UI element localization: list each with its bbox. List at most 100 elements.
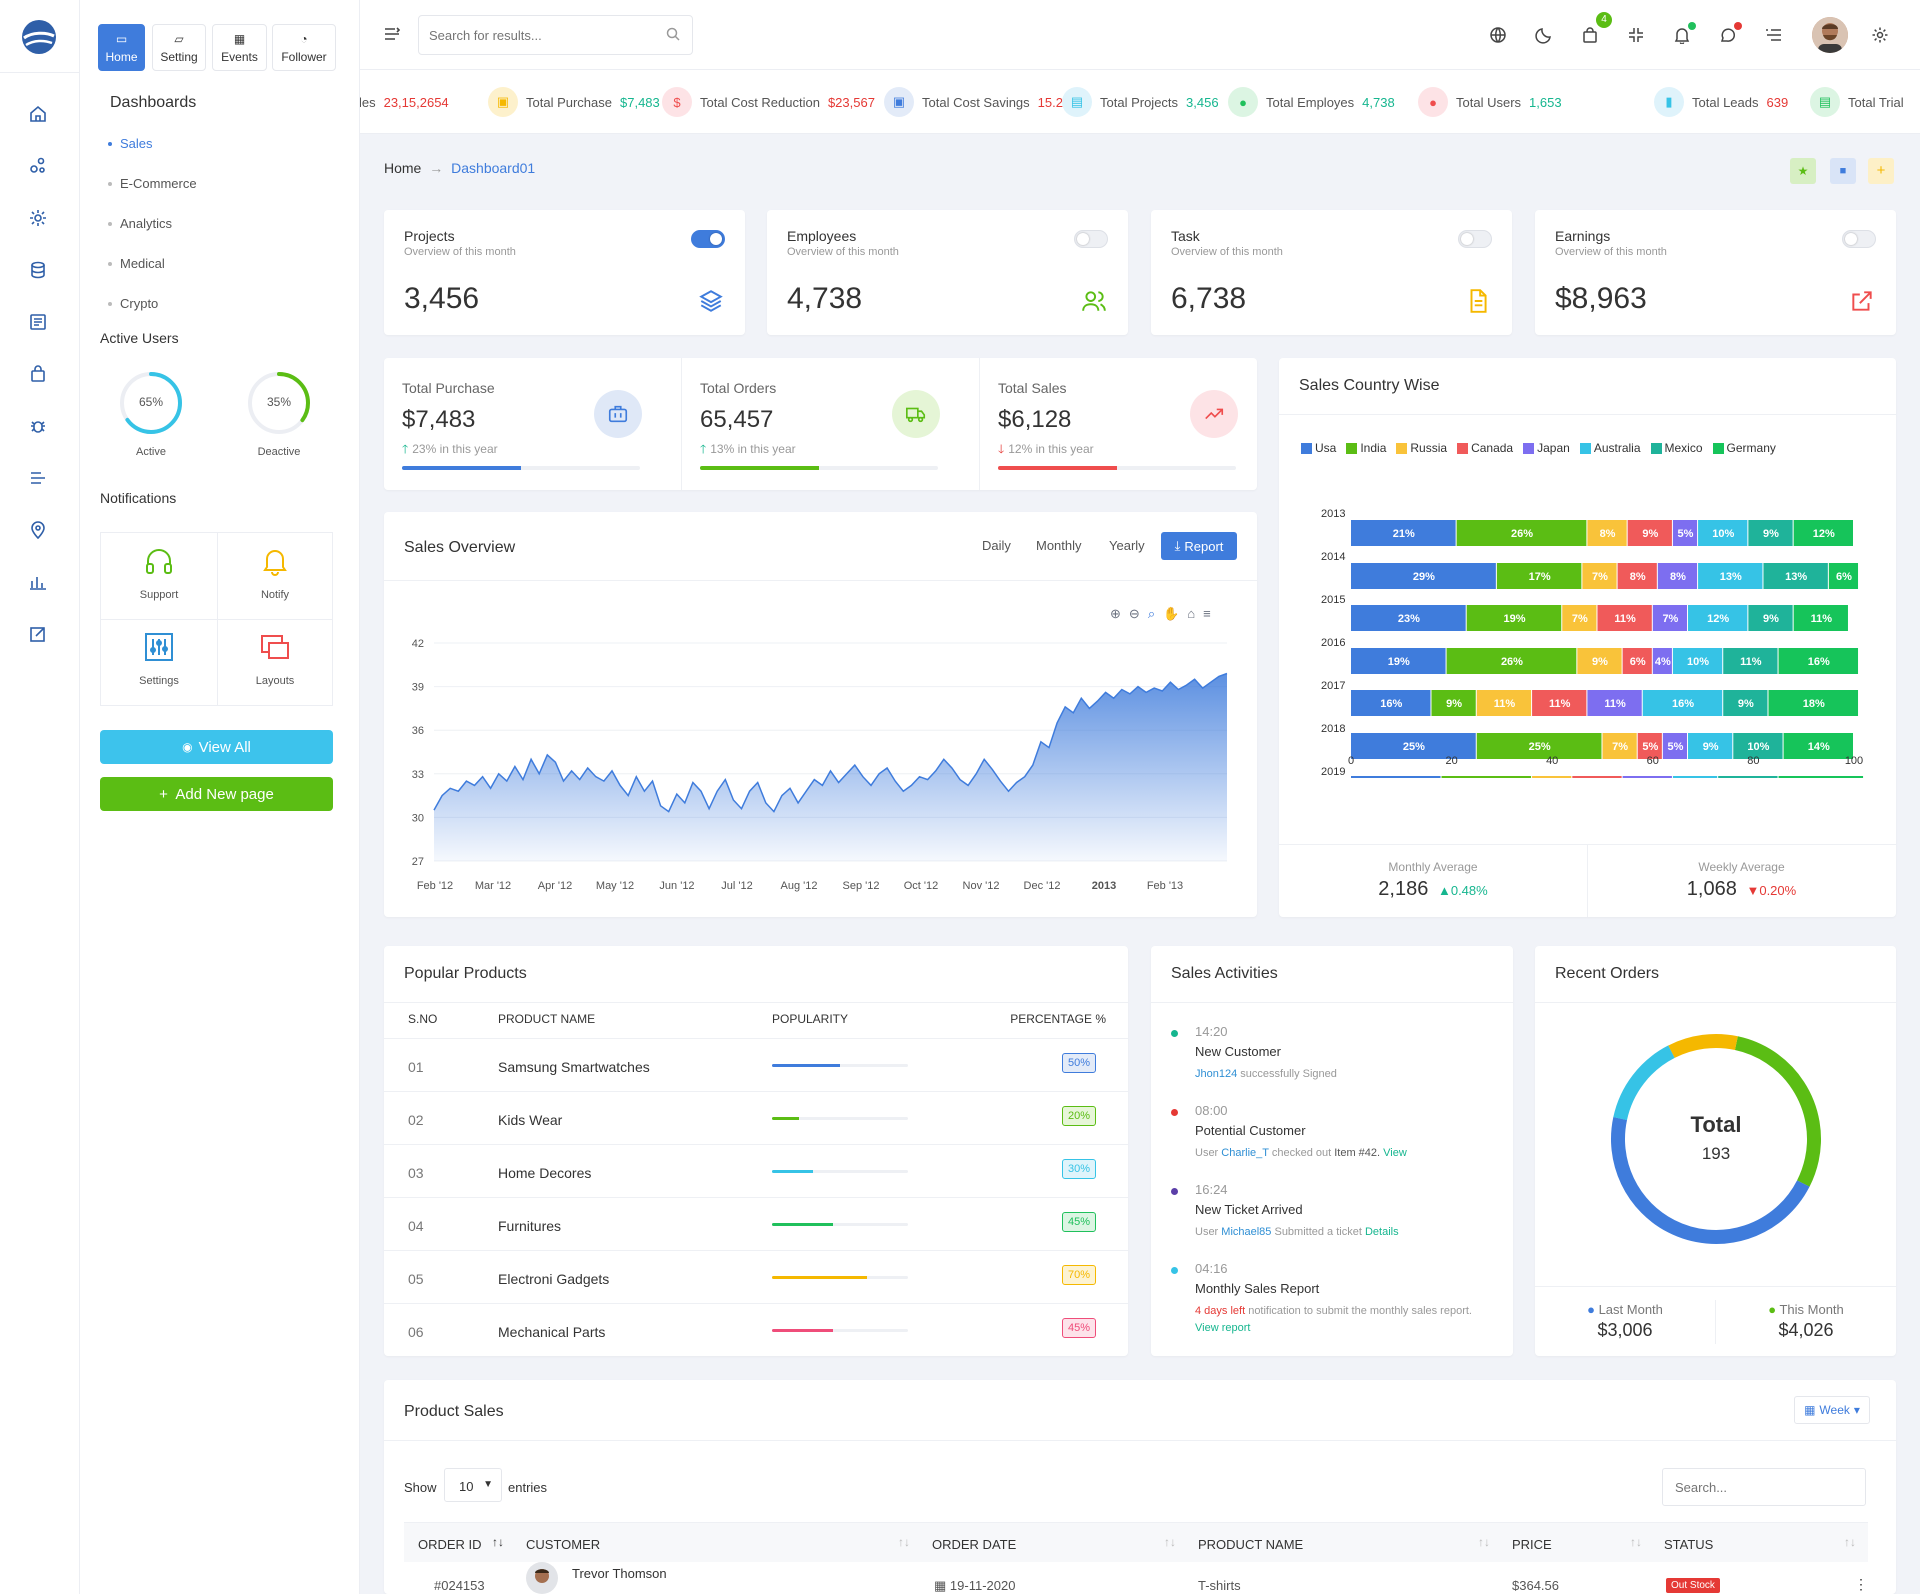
sidebar-item-ecommerce[interactable]: E-Commerce: [108, 176, 197, 191]
bar-segment[interactable]: [1587, 690, 1642, 716]
bar-segment[interactable]: [1562, 605, 1597, 631]
th-customer[interactable]: CUSTOMER: [526, 1537, 601, 1552]
zoom-in-icon[interactable]: ⊕: [1110, 606, 1121, 621]
th-order-id[interactable]: ORDER ID: [418, 1537, 482, 1552]
bar-segment[interactable]: [1456, 520, 1587, 546]
bar-segment[interactable]: [1351, 776, 1441, 778]
message-icon[interactable]: [1716, 23, 1740, 47]
bar-segment[interactable]: [1577, 648, 1622, 674]
bar-segment[interactable]: [1431, 690, 1476, 716]
bar-segment[interactable]: [1476, 733, 1602, 759]
activity-text[interactable]: Details: [1364, 1226, 1399, 1238]
th-status[interactable]: STATUS: [1664, 1537, 1714, 1552]
legend-item[interactable]: Usa: [1301, 441, 1336, 455]
bar-segment[interactable]: [1828, 563, 1859, 589]
period-monthly[interactable]: Monthly: [1036, 538, 1082, 553]
bag-icon[interactable]: [28, 364, 52, 388]
bell-icon[interactable]: [1670, 23, 1694, 47]
table-row[interactable]: 01 Samsung Smartwatches 50%: [384, 1038, 1128, 1091]
globe-icon[interactable]: [1486, 23, 1510, 47]
stat-toggle[interactable]: [691, 230, 725, 248]
avatar[interactable]: [1812, 17, 1848, 53]
bar-segment[interactable]: [1748, 520, 1793, 546]
lock-button[interactable]: ■: [1830, 158, 1856, 184]
report-button[interactable]: ⤓ Report: [1161, 532, 1237, 560]
database-icon[interactable]: [28, 260, 52, 284]
star-button[interactable]: ★: [1790, 158, 1816, 184]
bar-segment[interactable]: [1622, 648, 1652, 674]
bar-segment[interactable]: [1652, 605, 1688, 631]
breadcrumb-home[interactable]: Home: [384, 160, 422, 176]
table-row[interactable]: 05 Electroni Gadgets 70%: [384, 1250, 1128, 1303]
bar-segment[interactable]: [1351, 605, 1466, 631]
donut-segment[interactable]: [1605, 1028, 1827, 1250]
tab-events[interactable]: ▦ Events: [212, 24, 267, 71]
table-row[interactable]: #024153 Trevor Thomson ▦ 19-11-2020 T-sh…: [404, 1562, 1868, 1594]
view-all-button[interactable]: ◉ View All: [100, 730, 333, 764]
period-yearly[interactable]: Yearly: [1109, 538, 1145, 553]
bar-segment[interactable]: [1698, 520, 1748, 546]
legend-item[interactable]: Australia: [1579, 441, 1641, 455]
donut-segment[interactable]: [1605, 1028, 1827, 1250]
bar-segment[interactable]: [1351, 648, 1446, 674]
bar-segment[interactable]: [1602, 733, 1637, 759]
search-input[interactable]: [429, 25, 649, 45]
notif-layouts[interactable]: Layouts: [217, 619, 333, 705]
bar-segment[interactable]: [1793, 605, 1848, 631]
bar-segment[interactable]: [1652, 648, 1672, 674]
fullscreen-icon[interactable]: [1624, 23, 1648, 47]
nodes-icon[interactable]: [28, 156, 52, 180]
bar-chart-icon[interactable]: [28, 572, 52, 596]
search-icon[interactable]: [666, 27, 680, 44]
sort-icon[interactable]: ↑↓: [1164, 1535, 1176, 1549]
bar-segment[interactable]: [1723, 648, 1778, 674]
table-row[interactable]: 06 Mechanical Parts 45%: [384, 1303, 1128, 1356]
add-page-button[interactable]: + Add New page: [100, 777, 333, 811]
bar-segment[interactable]: [1466, 605, 1562, 631]
table-search-input[interactable]: [1662, 1468, 1866, 1506]
bar-segment[interactable]: [1733, 733, 1783, 759]
cart-icon[interactable]: [1578, 23, 1602, 47]
bar-segment[interactable]: [1688, 733, 1733, 759]
add-button[interactable]: +: [1868, 158, 1894, 184]
sort-icon[interactable]: ↑↓: [1630, 1535, 1642, 1549]
bar-segment[interactable]: [1476, 690, 1532, 716]
sort-icon[interactable]: ↑↓: [898, 1535, 910, 1549]
bar-segment[interactable]: [1597, 605, 1652, 631]
bar-segment[interactable]: [1793, 520, 1853, 546]
bar-segment[interactable]: [1532, 776, 1572, 778]
bug-icon[interactable]: [28, 416, 52, 440]
tab-home[interactable]: ▭ Home: [98, 24, 145, 71]
bar-segment[interactable]: [1351, 733, 1476, 759]
activity-text[interactable]: Charlie_T: [1221, 1147, 1269, 1159]
sidebar-item-analytics[interactable]: Analytics: [107, 216, 173, 231]
sidebar-item-sales[interactable]: Sales: [108, 136, 153, 151]
activity-text[interactable]: View report: [1195, 1322, 1251, 1334]
bar-segment[interactable]: [1582, 563, 1617, 589]
bar-segment[interactable]: [1763, 563, 1828, 589]
bar-segment[interactable]: [1496, 563, 1582, 589]
bar-segment[interactable]: [1351, 520, 1456, 546]
bar-segment[interactable]: [1627, 520, 1672, 546]
stat-toggle[interactable]: [1842, 230, 1876, 248]
bar-segment[interactable]: [1672, 648, 1723, 674]
bar-segment[interactable]: [1441, 776, 1532, 778]
gear-icon[interactable]: [28, 208, 52, 232]
table-row[interactable]: 02 Kids Wear 20%: [384, 1091, 1128, 1144]
legend-item[interactable]: Mexico: [1650, 441, 1703, 455]
tab-follower[interactable]: ◔ Follower: [272, 24, 336, 71]
sort-icon[interactable]: ↑↓: [492, 1535, 504, 1549]
bar-segment[interactable]: [1778, 648, 1859, 674]
activity-text[interactable]: View: [1380, 1147, 1407, 1159]
entries-select[interactable]: 10 ▼: [444, 1468, 502, 1502]
pan-icon[interactable]: ✋: [1163, 606, 1180, 621]
bar-segment[interactable]: [1622, 776, 1672, 778]
map-pin-icon[interactable]: [28, 520, 52, 544]
legend-item[interactable]: Canada: [1457, 441, 1513, 455]
tab-setting[interactable]: ▱ Setting: [152, 24, 206, 71]
bar-segment[interactable]: [1637, 733, 1662, 759]
bar-segment[interactable]: [1672, 520, 1698, 546]
bar-segment[interactable]: [1572, 776, 1622, 778]
notif-settings[interactable]: Settings: [101, 619, 217, 705]
moon-icon[interactable]: [1532, 23, 1556, 47]
